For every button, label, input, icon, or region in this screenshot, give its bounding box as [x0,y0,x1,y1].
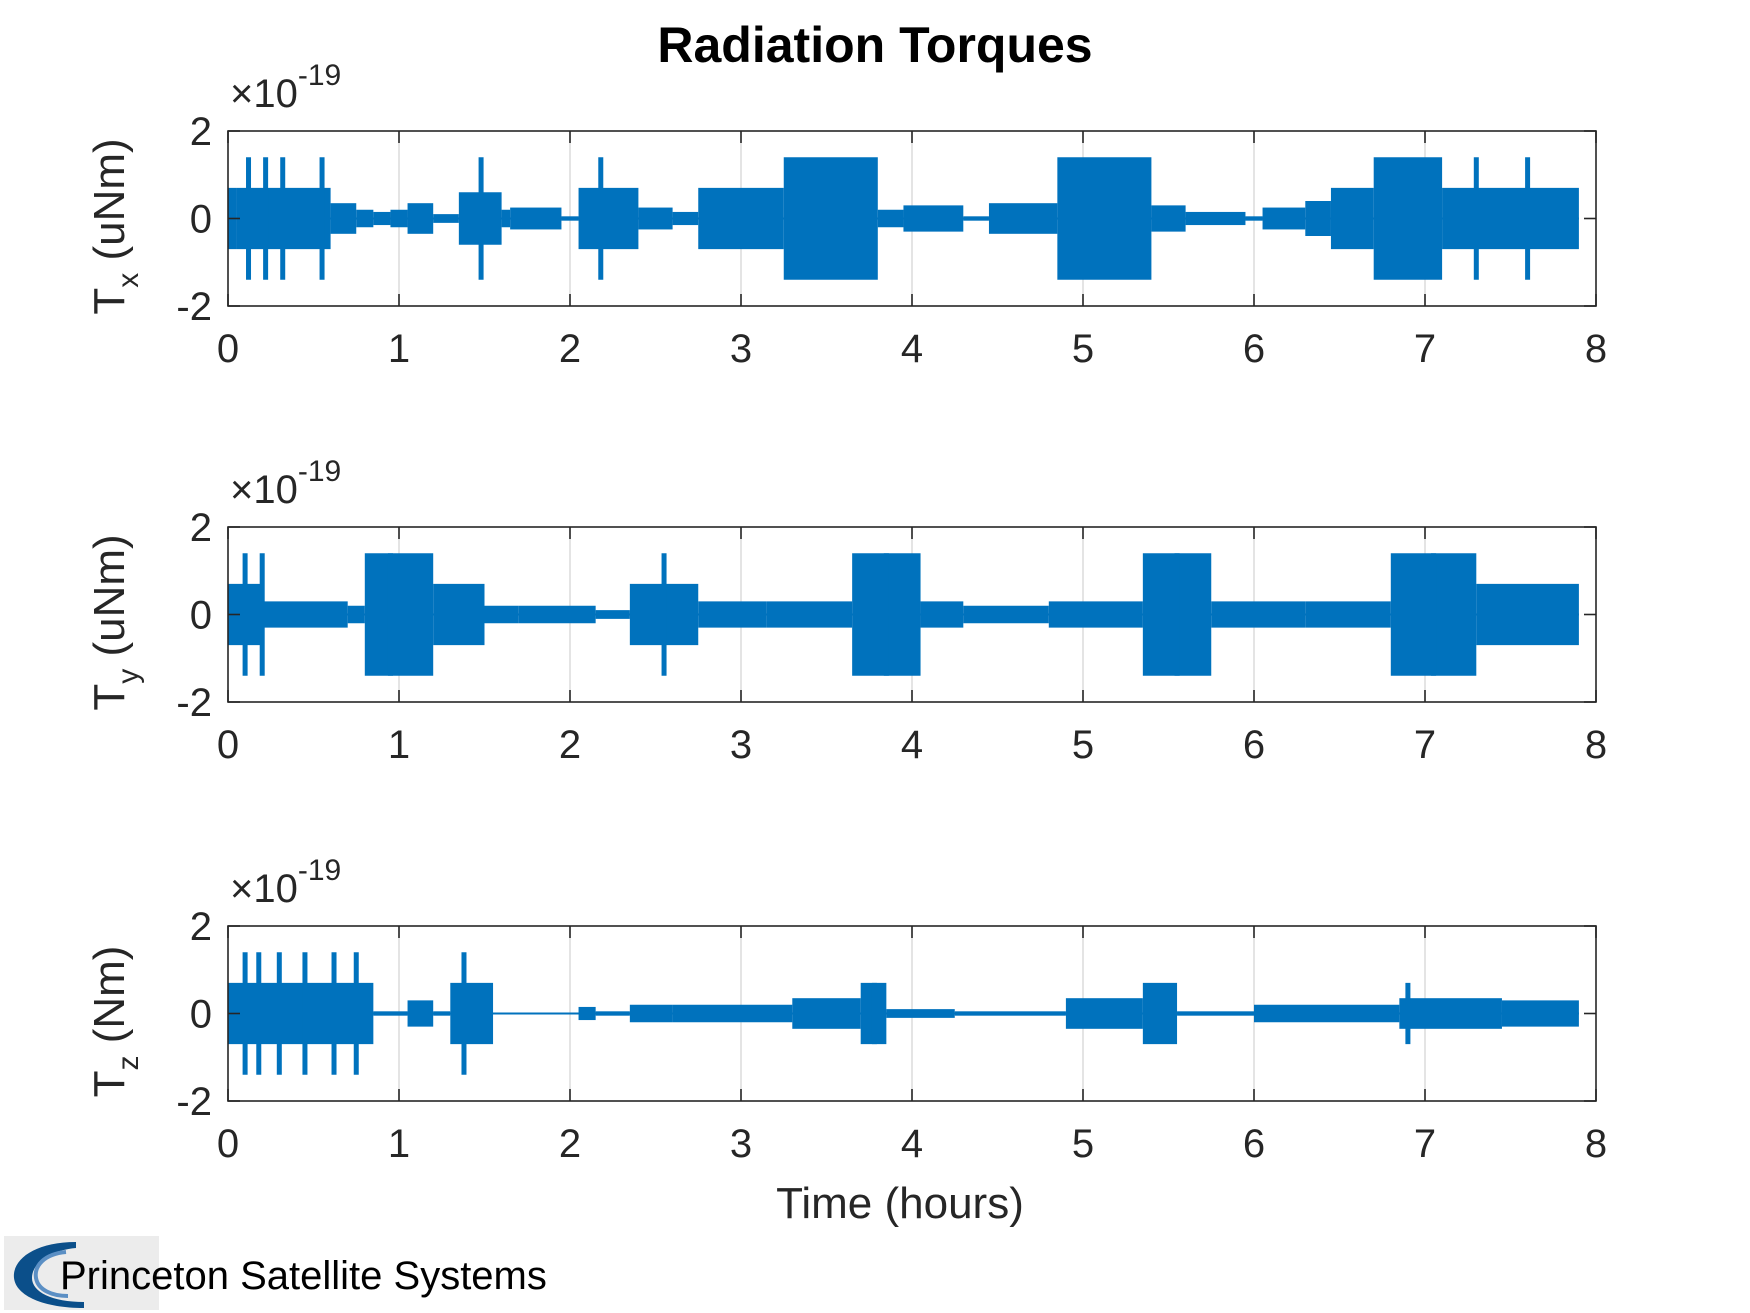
exponent-power: -19 [298,455,341,488]
y-tick-label: 0 [190,594,212,638]
exponent-label: ×10-19 [230,59,341,116]
x-tick-label: 7 [1414,723,1436,767]
exponent-power: -19 [298,854,341,887]
x-tick-label: 1 [388,723,410,767]
exponent-label: ×10-19 [230,854,341,911]
exponent-label: ×10-19 [230,455,341,512]
x-tick-label: 5 [1072,1122,1094,1166]
x-tick-label: 7 [1414,327,1436,371]
y-label-symbol: T [85,1071,134,1098]
x-tick-label: 3 [730,327,752,371]
y-label-unit: (Nm) [85,946,134,1056]
y-tick-label: 2 [190,905,212,949]
series-3 [228,952,1579,1075]
logo-text: Princeton Satellite Systems [60,1254,547,1298]
y-label-symbol: T [85,684,134,711]
x-tick-label: 6 [1243,1122,1265,1166]
y-tick-label: -2 [176,285,212,329]
x-tick-label: 0 [217,1122,239,1166]
y-label-subscript: z [112,1056,145,1071]
x-tick-label: 6 [1243,327,1265,371]
x-tick-label: 1 [388,327,410,371]
y-label-subscript: y [112,669,145,684]
x-tick-label: 5 [1072,723,1094,767]
y-label-symbol: T [85,288,134,315]
x-tick-label: 8 [1585,327,1607,371]
y-axis-label: Ty (uNm) [85,534,145,710]
x-tick-label: 8 [1585,723,1607,767]
exponent-base: ×10 [230,72,298,116]
x-tick-label: 4 [901,1122,923,1166]
exponent-power: -19 [298,59,341,92]
x-tick-label: 0 [217,327,239,371]
x-tick-label: 1 [388,1122,410,1166]
y-tick-label: -2 [176,1080,212,1124]
y-tick-label: 2 [190,110,212,154]
x-tick-label: 7 [1414,1122,1436,1166]
x-tick-label: 6 [1243,723,1265,767]
x-tick-label: 4 [901,723,923,767]
exponent-base: ×10 [230,468,298,512]
series-2 [228,553,1579,676]
y-label-subscript: x [112,273,145,288]
princeton-logo-icon [13,1242,84,1308]
y-axis-label: Tx (uNm) [85,138,145,314]
y-tick-label: 0 [190,993,212,1037]
x-tick-label: 4 [901,327,923,371]
y-label-unit: (uNm) [85,534,134,668]
y-tick-label: -2 [176,681,212,725]
series-1 [228,157,1579,280]
y-tick-label: 0 [190,198,212,242]
y-axis-label: Tz (Nm) [85,946,145,1098]
y-label-unit: (uNm) [85,138,134,272]
x-tick-label: 2 [559,1122,581,1166]
x-tick-label: 3 [730,723,752,767]
y-tick-label: 2 [190,506,212,550]
x-tick-label: 2 [559,723,581,767]
x-tick-label: 2 [559,327,581,371]
exponent-base: ×10 [230,867,298,911]
chart-title: Radiation Torques [657,17,1092,73]
x-tick-label: 5 [1072,327,1094,371]
x-axis-label: Time (hours) [776,1179,1024,1228]
x-tick-label: 8 [1585,1122,1607,1166]
x-tick-label: 3 [730,1122,752,1166]
x-tick-label: 0 [217,723,239,767]
